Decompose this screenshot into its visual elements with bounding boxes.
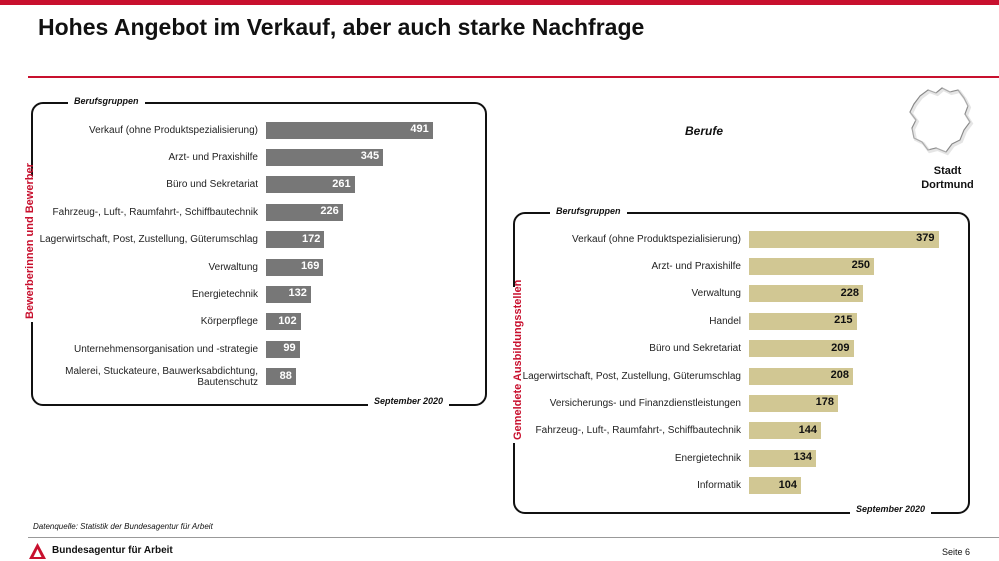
bar	[749, 312, 857, 330]
category-label: Energietechnik	[674, 452, 741, 464]
positions-date-label: September 2020	[850, 504, 932, 514]
category-label: Arzt- und Praxishilfe	[651, 260, 741, 272]
positions-category-header: Berufsgruppen	[550, 206, 627, 216]
bar	[266, 368, 296, 386]
value-label: 99	[283, 342, 296, 355]
page-number: Seite 6	[941, 547, 970, 557]
category-label: Büro und Sekretariat	[649, 343, 741, 355]
value-label: 144	[798, 423, 817, 436]
category-label: Fahrzeug-, Luft-, Raumfahrt-, Schiffbaut…	[52, 206, 258, 218]
bar	[266, 176, 355, 194]
bar	[266, 313, 301, 331]
value-label: 379	[916, 232, 935, 244]
category-label: Informatik	[697, 480, 741, 492]
category-label: Büro und Sekretariat	[166, 179, 258, 191]
category-label: Energietechnik	[191, 288, 258, 300]
bar	[266, 231, 325, 249]
title-divider	[28, 76, 999, 78]
applicants-series-label: Bewerberinnen und Bewerber	[24, 163, 36, 322]
value-label: 132	[288, 287, 307, 300]
value-label: 226	[320, 205, 339, 218]
category-label: Versicherungs- und Finanzdienstleistunge…	[549, 397, 741, 409]
category-label: Verkauf (ohne Produktspezialisierung)	[89, 124, 258, 136]
bar	[749, 230, 939, 248]
bar	[266, 121, 433, 139]
category-label: Verwaltung	[208, 261, 258, 273]
applicants-date-label: September 2020	[368, 396, 450, 406]
bar	[266, 258, 324, 276]
value-label: 104	[778, 478, 797, 491]
category-label: Arzt- und Praxishilfe	[168, 151, 258, 163]
category-label: Unternehmensorganisation und -strategie	[74, 343, 258, 355]
city-map-icon	[909, 87, 974, 156]
category-label: Lagerwirtschaft, Post, Zustellung, Güter…	[522, 370, 741, 382]
bar	[749, 340, 854, 358]
positions-series-label: Gemeldete Ausbildungsstellen	[512, 280, 524, 443]
region-label: Stadt Dortmund	[921, 165, 974, 191]
value-label: 134	[793, 451, 812, 464]
section-subtitle: Berufe	[685, 124, 724, 138]
bar	[749, 394, 838, 412]
slide-title: Hohes Angebot im Verkauf, aber auch star…	[38, 14, 645, 40]
value-label: 215	[834, 314, 853, 327]
value-label: 209	[831, 341, 850, 354]
source-note: Datenquelle: Statistik der Bundesagentur…	[33, 522, 213, 531]
category-label: Verwaltung	[691, 288, 741, 300]
category-label: Verkauf (ohne Produktspezialisierung)	[572, 233, 741, 245]
value-label: 172	[302, 232, 321, 245]
value-label: 169	[301, 260, 320, 272]
value-label: 250	[851, 259, 870, 272]
agency-name: Bundesagentur für Arbeit	[52, 545, 173, 556]
bar	[749, 285, 863, 303]
value-label: 208	[830, 369, 849, 381]
bar	[749, 422, 821, 440]
applicants-category-header: Berufsgruppen	[68, 96, 145, 106]
footer-divider	[28, 537, 999, 538]
value-label: 345	[360, 150, 380, 163]
category-label: Malerei, Stuckateure, Bauwerksabdichtung…	[65, 365, 258, 388]
value-label: 261	[332, 177, 351, 190]
bar	[266, 285, 311, 303]
category-label: Lagerwirtschaft, Post, Zustellung, Güter…	[39, 234, 258, 246]
value-label: 491	[410, 123, 429, 135]
value-label: 102	[278, 314, 297, 327]
bar	[749, 449, 816, 467]
value-label: 88	[279, 369, 292, 382]
bar	[749, 367, 853, 385]
value-label: 178	[815, 396, 834, 409]
top-accent-rule	[0, 0, 999, 5]
bar	[749, 477, 801, 495]
category-label: Fahrzeug-, Luft-, Raumfahrt-, Schiffbaut…	[535, 425, 741, 437]
positions-chart-frame	[513, 212, 970, 514]
value-label: 228	[840, 286, 859, 299]
category-label: Handel	[709, 315, 741, 327]
bar	[266, 203, 343, 221]
category-label: Körperpflege	[200, 316, 258, 328]
bar	[266, 340, 300, 358]
bar	[266, 148, 384, 166]
applicants-chart-frame	[31, 102, 487, 406]
bar	[749, 257, 874, 275]
agency-logo-icon	[29, 543, 46, 559]
